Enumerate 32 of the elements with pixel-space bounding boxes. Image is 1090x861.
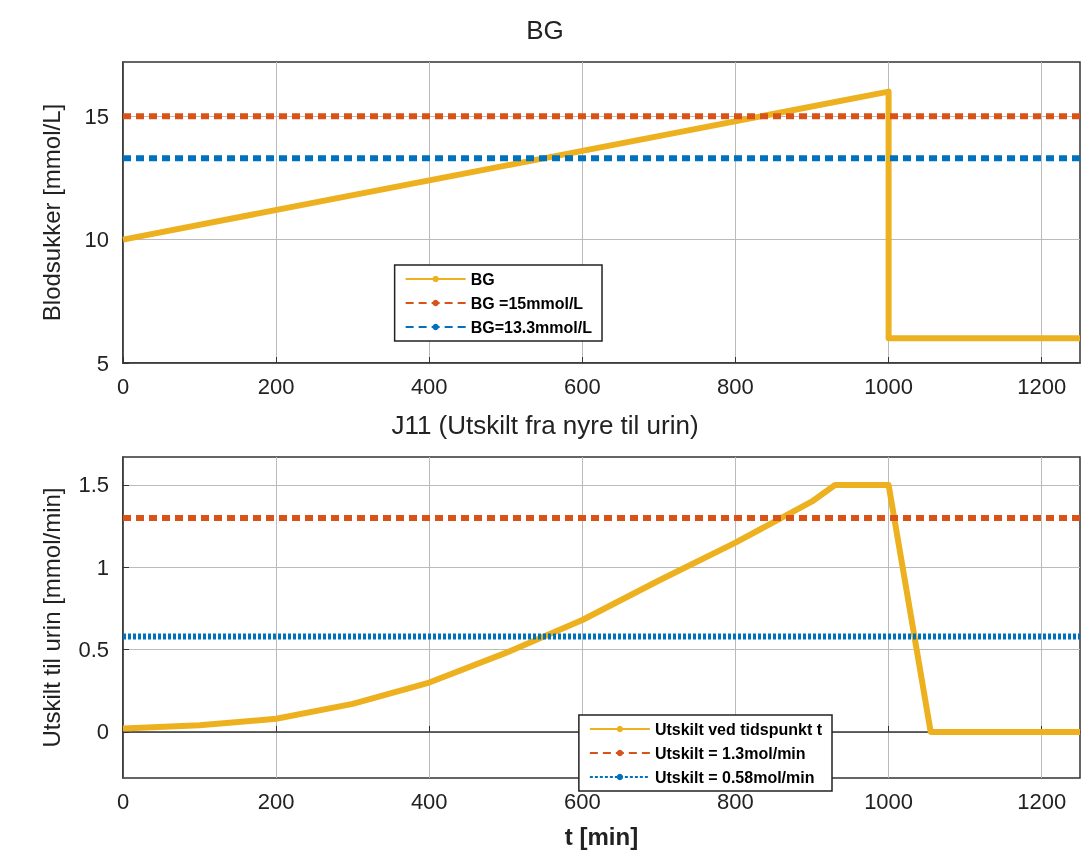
x-tick-label: 0: [116, 373, 130, 399]
legend-label: BG: [470, 270, 495, 288]
x-tick-label: 1000: [864, 788, 914, 814]
y-tick-label: 0: [96, 719, 109, 745]
x-tick-label: 800: [717, 788, 754, 814]
legend-label: BG=13.3mmol/L: [470, 318, 593, 336]
y-axis-title: Blodsukker [mmol/L]: [37, 103, 65, 322]
legend-label: BG =15mmol/L: [470, 294, 584, 312]
x-tick-label: 400: [410, 788, 448, 814]
y-tick-label: 15: [84, 103, 109, 129]
legend-label: Utskilt = 0.58mol/min: [654, 768, 815, 786]
legend-label: Utskilt ved tidspunkt t: [654, 720, 823, 738]
x-tick-label: 800: [717, 373, 754, 399]
x-tick-label: 1200: [1017, 788, 1067, 814]
x-tick-label: 600: [564, 373, 601, 399]
y-tick-label: 0.5: [78, 637, 109, 663]
y-tick-label: 5: [96, 350, 109, 376]
y-tick-label: 1.5: [78, 472, 109, 498]
x-tick-label: 600: [564, 788, 601, 814]
x-tick-label: 1000: [864, 373, 914, 399]
y-axis-title: Utskilt til urin [mmol/min]: [37, 487, 65, 748]
x-tick-label: 400: [410, 373, 448, 399]
x-tick-label: 200: [257, 373, 295, 399]
chart-title: BG: [526, 15, 564, 45]
x-tick-label: 1200: [1017, 373, 1067, 399]
x-tick-label: 200: [257, 788, 295, 814]
legend-label: Utskilt = 1.3mol/min: [654, 744, 806, 762]
x-axis-title: t [min]: [564, 822, 639, 850]
y-tick-label: 10: [84, 227, 109, 253]
y-tick-label: 1: [96, 554, 109, 580]
chart-title: J11 (Utskilt fra nyre til urin): [391, 410, 699, 440]
x-tick-label: 0: [116, 788, 130, 814]
